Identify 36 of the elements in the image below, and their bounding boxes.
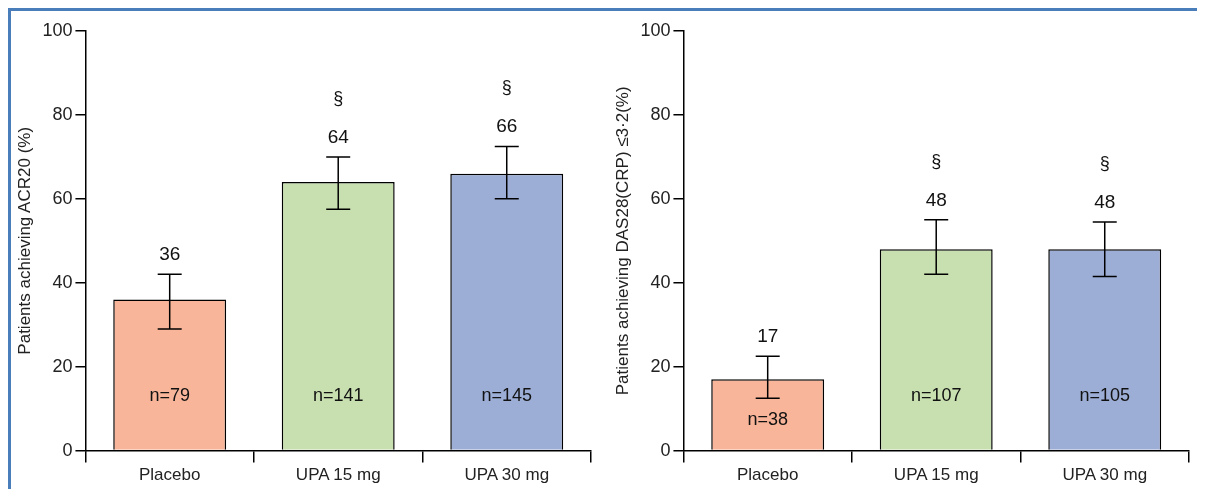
x-tick-label: Placebo: [736, 465, 799, 485]
annotation: n=105: [1079, 384, 1131, 405]
annotation: §: [333, 87, 344, 108]
y-tick-label: 40: [650, 271, 671, 292]
y-tick-label: 0: [62, 439, 73, 460]
annotation: n=145: [481, 384, 533, 405]
y-tick-label: 60: [52, 187, 73, 208]
annotation: n=141: [312, 384, 364, 405]
data-label: 17: [757, 324, 779, 346]
annotation: §: [1099, 152, 1110, 173]
data-label: 66: [496, 115, 518, 137]
data-label: 36: [159, 243, 181, 265]
data-label: 48: [1094, 190, 1116, 212]
y-tick-label: 40: [52, 271, 73, 292]
x-tick-label: Placebo: [138, 465, 201, 485]
y-tick-label: 100: [640, 19, 671, 40]
y-tick-label: 80: [52, 103, 73, 124]
y-axis-title: Patients achieving DAS28(CRP) ≤3·2(%): [612, 86, 632, 396]
x-tick-label: UPA 15 mg: [295, 465, 381, 485]
y-tick-label: 80: [650, 103, 671, 124]
y-axis-title: Patients achieving ACR20 (%): [14, 126, 34, 355]
data-label: 48: [925, 188, 947, 210]
y-tick-label: 20: [52, 355, 73, 376]
y-tick-label: 60: [650, 187, 671, 208]
y-tick-label: 100: [42, 19, 73, 40]
x-tick-label: UPA 30 mg: [464, 465, 550, 485]
annotation: n=38: [747, 409, 788, 430]
annotation: §: [501, 77, 512, 98]
annotation: §: [931, 150, 942, 171]
x-tick-label: UPA 30 mg: [1062, 465, 1148, 485]
x-tick-label: UPA 15 mg: [893, 465, 979, 485]
data-label: 64: [327, 125, 350, 147]
y-tick-label: 0: [660, 439, 671, 460]
annotation: n=79: [149, 384, 190, 405]
annotation: n=107: [910, 384, 962, 405]
y-tick-label: 20: [650, 355, 671, 376]
